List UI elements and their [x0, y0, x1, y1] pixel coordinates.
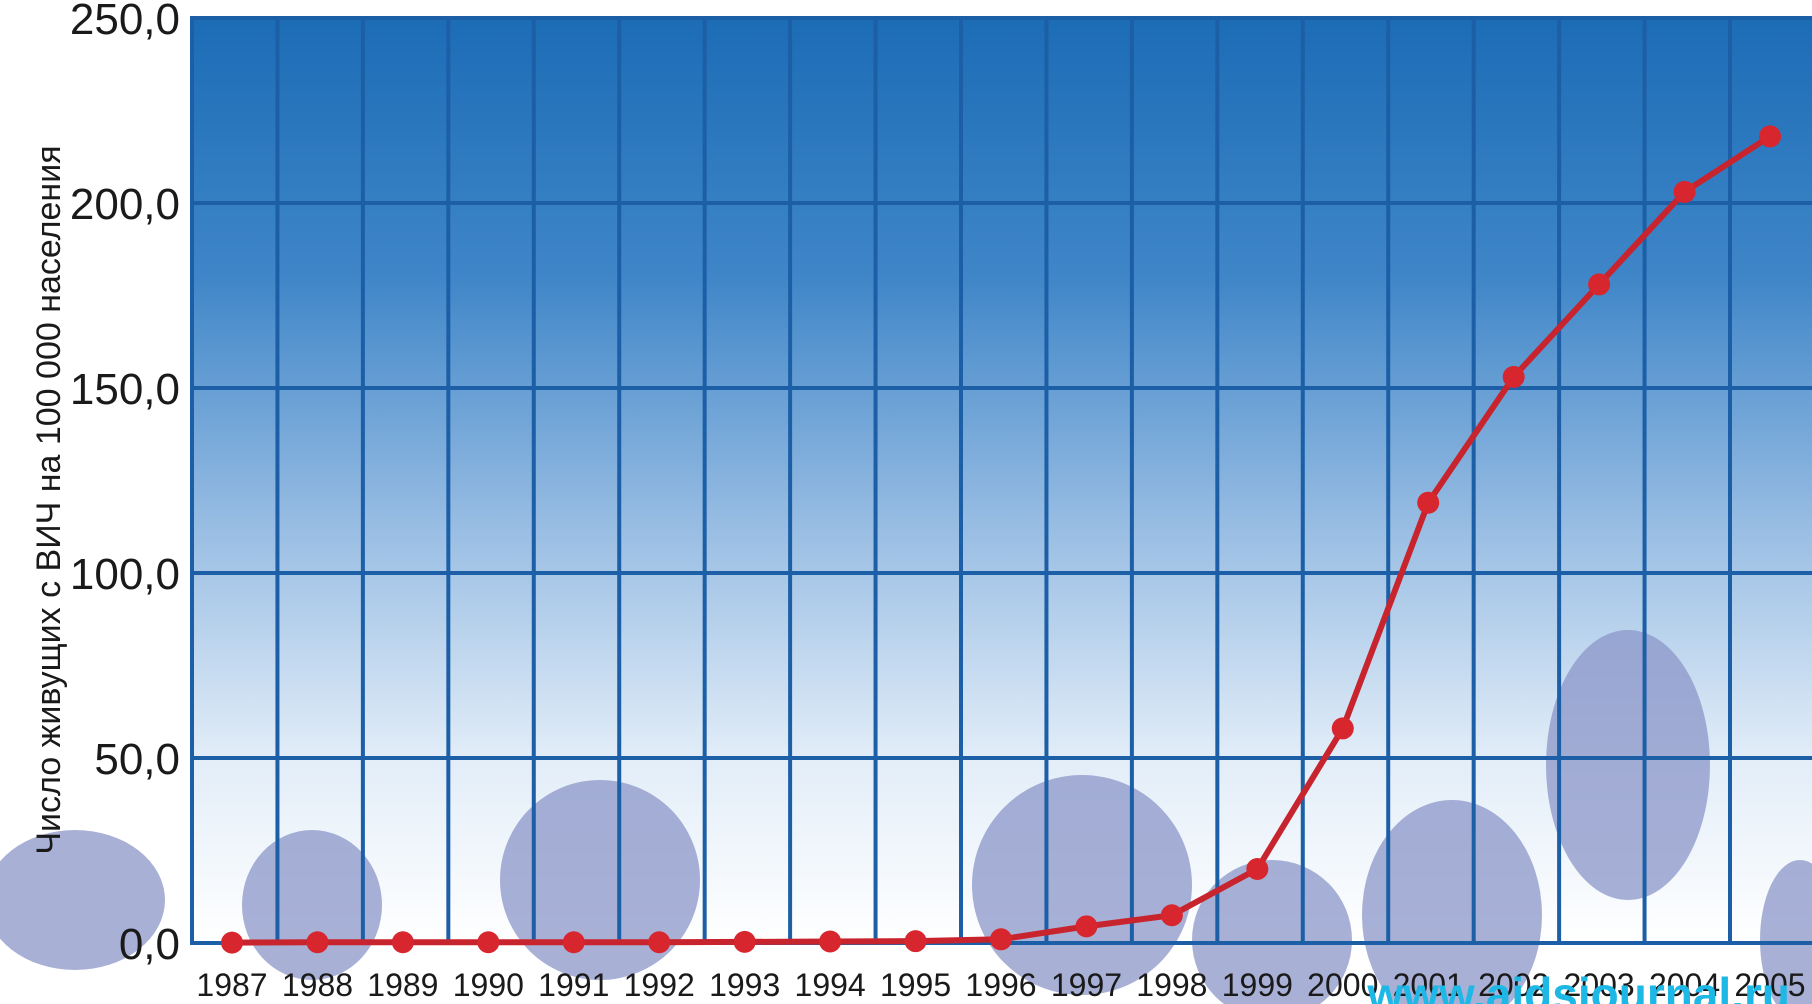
- x-tick-label: 2005: [1734, 967, 1805, 1003]
- x-tick-label: 1999: [1222, 967, 1293, 1003]
- x-tick-label: 1987: [196, 967, 267, 1003]
- grid-lines: [190, 16, 1812, 945]
- data-point-1997: [1075, 915, 1098, 938]
- silhouette-3: [500, 780, 700, 980]
- silhouette-7: [1546, 630, 1710, 900]
- y-tick-label: 100,0: [70, 550, 180, 599]
- x-tick-label: 1994: [795, 967, 866, 1003]
- y-tick-label: 250,0: [70, 0, 180, 44]
- x-tick-label: 1996: [965, 967, 1036, 1003]
- x-tick-label: 1989: [367, 967, 438, 1003]
- data-point-1998: [1160, 904, 1183, 927]
- silhouette-1: [0, 830, 165, 970]
- y-tick-labels: 0,0 50,0 100,0 150,0 200,0 250,0: [70, 0, 180, 969]
- data-point-2003: [1588, 273, 1611, 296]
- data-point-2002: [1502, 365, 1525, 388]
- data-point-1993: [733, 930, 756, 953]
- x-tick-label: 1991: [538, 967, 609, 1003]
- x-tick-label: 1998: [1136, 967, 1207, 1003]
- silhouette-4: [972, 775, 1192, 995]
- x-tick-label: 1988: [282, 967, 353, 1003]
- x-tick-label: 1993: [709, 967, 780, 1003]
- data-point-1991: [562, 931, 585, 954]
- data-point-1999: [1246, 858, 1269, 880]
- data-point-1995: [904, 930, 927, 953]
- data-point-2000: [1331, 717, 1354, 740]
- data-point-1989: [391, 931, 414, 954]
- data-point-1996: [990, 928, 1012, 951]
- x-tick-label: 1997: [1051, 967, 1122, 1003]
- x-tick-label: 1990: [453, 967, 524, 1003]
- data-point-1992: [648, 931, 671, 954]
- silhouette-8: [1760, 860, 1812, 1004]
- x-tick-label: 2004: [1649, 967, 1720, 1003]
- series-group: [221, 125, 1781, 954]
- x-tick-label: 2003: [1564, 967, 1635, 1003]
- y-tick-label: 200,0: [70, 180, 180, 229]
- x-tick-label: 2002: [1478, 967, 1549, 1003]
- y-tick-label: 150,0: [70, 365, 180, 414]
- y-tick-label: 0,0: [119, 920, 180, 969]
- watermark-text: www.aidsjournal.ru: [1366, 968, 1790, 1004]
- data-point-1987: [221, 931, 243, 954]
- data-point-2001: [1417, 491, 1440, 514]
- x-tick-label: 1995: [880, 967, 951, 1003]
- x-tick-label: 1992: [624, 967, 695, 1003]
- x-tick-label: 2000: [1307, 967, 1378, 1003]
- y-axis-title: Число живущих с ВИЧ на 100 000 населения: [30, 145, 68, 854]
- x-tick-label: 2001: [1393, 967, 1464, 1003]
- data-point-1988: [306, 931, 329, 954]
- silhouette-5: [1192, 860, 1352, 1004]
- data-point-1994: [819, 930, 842, 953]
- silhouette-6: [1362, 800, 1542, 1004]
- data-point-2005: [1759, 125, 1781, 148]
- plot-background: [190, 18, 1812, 943]
- data-point-1990: [477, 931, 500, 954]
- x-tick-labels: 1987 1988 1989 1990 1991 1992 1993 1994 1995 1996…: [196, 967, 1805, 1003]
- y-tick-label: 50,0: [94, 735, 180, 784]
- data-point-2004: [1673, 180, 1696, 203]
